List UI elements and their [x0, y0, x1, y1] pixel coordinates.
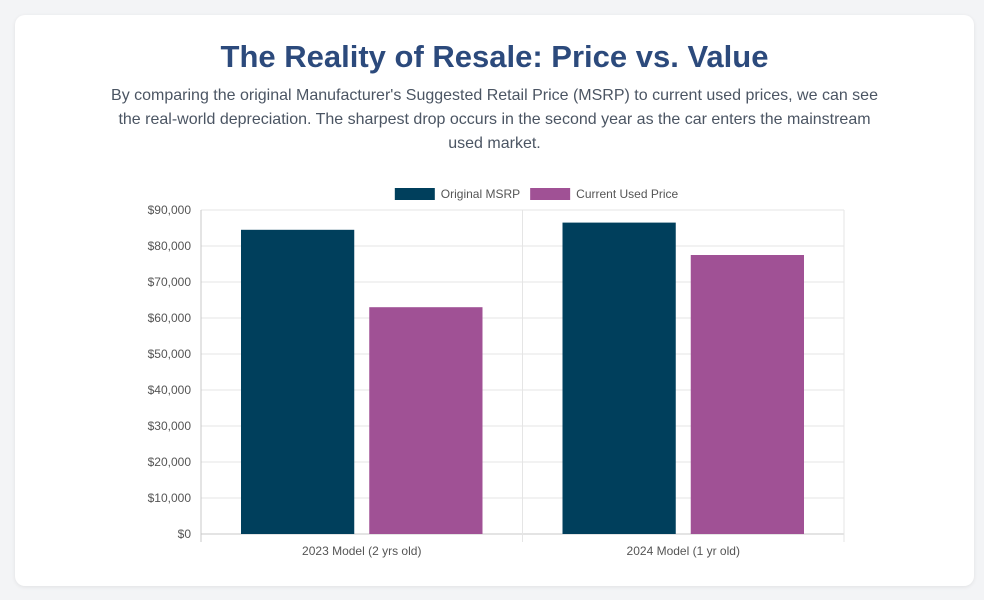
y-tick-label: $10,000	[148, 491, 192, 505]
legend-label: Current Used Price	[576, 187, 678, 201]
y-tick-label: $0	[178, 527, 192, 541]
page-title: The Reality of Resale: Price vs. Value	[220, 39, 769, 74]
y-tick-label: $20,000	[148, 455, 192, 469]
x-tick-label: 2023 Model (2 yrs old)	[302, 544, 421, 558]
y-tick-label: $60,000	[148, 311, 192, 325]
page-description: By comparing the original Manufacturer's…	[111, 87, 878, 152]
bar-current-used-price	[369, 307, 483, 534]
bar-original-msrp	[562, 222, 676, 534]
bar-original-msrp	[241, 229, 355, 535]
legend-label: Original MSRP	[441, 187, 520, 201]
legend-swatch	[394, 188, 435, 200]
legend-swatch	[530, 188, 571, 200]
y-tick-label: $80,000	[148, 239, 192, 253]
x-tick-label: 2024 Model (1 yr old)	[627, 544, 740, 558]
bar-current-used-price	[690, 255, 804, 534]
y-tick-label: $90,000	[148, 203, 192, 217]
y-tick-label: $30,000	[148, 419, 192, 433]
y-tick-label: $40,000	[148, 383, 192, 397]
chart-card: The Reality of Resale: Price vs. Value B…	[15, 15, 974, 586]
y-tick-label: $50,000	[148, 347, 192, 361]
y-tick-label: $70,000	[148, 275, 192, 289]
